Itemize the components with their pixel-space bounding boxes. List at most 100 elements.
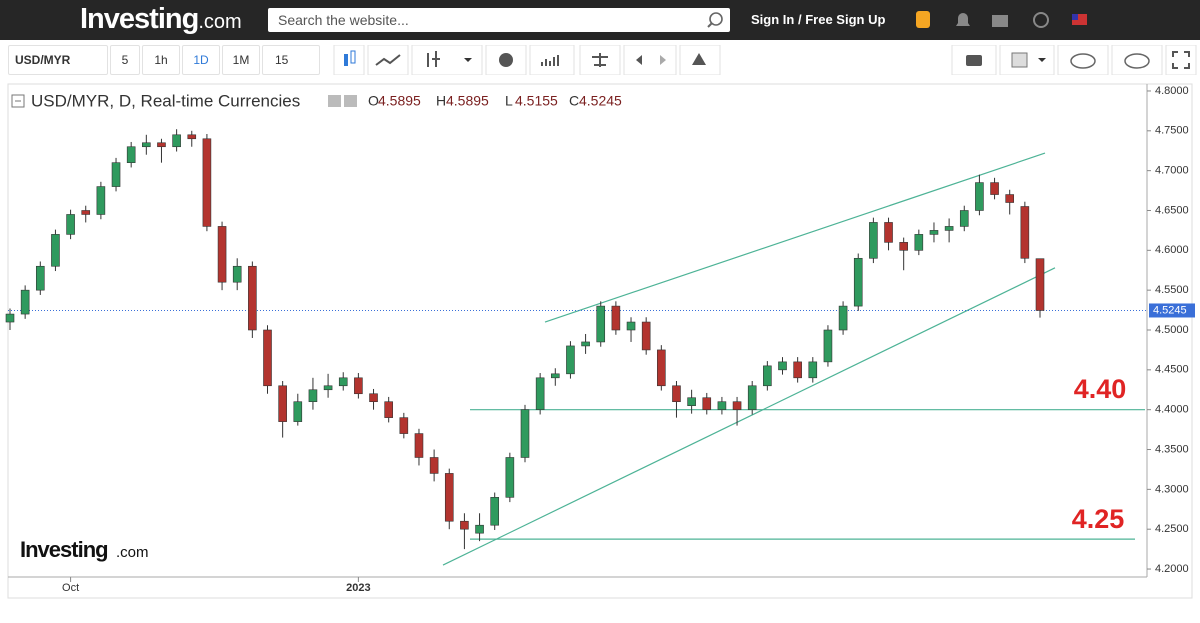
- clock-icon[interactable]: [1033, 12, 1049, 28]
- candle-body: [338, 377, 348, 387]
- candle-body: [581, 341, 590, 347]
- tool-button[interactable]: [1057, 45, 1109, 75]
- candle-body: [308, 389, 318, 403]
- candle-body: [732, 401, 742, 410]
- ohlc-value: 4.5895: [446, 93, 489, 109]
- y-tick-label: 4.2000: [1155, 563, 1189, 575]
- auth-links: Sign In / Free Sign Up: [751, 12, 885, 27]
- toolbar: USD/MYR 5 1h 1D 1M 15: [0, 42, 1200, 78]
- ohlc-key: L: [505, 93, 513, 109]
- y-tick-label: 4.8000: [1155, 85, 1189, 97]
- candle-body: [641, 321, 651, 351]
- candle-body: [217, 226, 227, 283]
- bell-icon[interactable]: [956, 13, 970, 26]
- y-tick-label: 4.6000: [1155, 244, 1189, 256]
- candle-body: [490, 497, 500, 526]
- candle-body: [51, 234, 60, 267]
- y-tick-label: 4.6500: [1155, 204, 1189, 216]
- search-box[interactable]: Search the website...: [268, 8, 730, 32]
- candle-body: [460, 520, 469, 530]
- header-icons: [916, 11, 1087, 28]
- interval-button[interactable]: 1h: [142, 45, 180, 75]
- candle-body: [975, 182, 984, 211]
- candle-body: [81, 210, 91, 215]
- candle-body: [96, 186, 106, 215]
- candle-body: [929, 230, 939, 235]
- logo[interactable]: Investing.com: [80, 3, 242, 36]
- candle-body: [672, 385, 681, 403]
- interval-button[interactable]: 15: [262, 45, 320, 75]
- interval-button[interactable]: 1D: [182, 45, 220, 75]
- sign-up[interactable]: Free Sign Up: [805, 12, 886, 27]
- interval-button[interactable]: 5: [110, 45, 140, 75]
- candle-body: [869, 222, 878, 259]
- candle-body: [157, 142, 166, 148]
- tool-button[interactable]: [333, 45, 365, 75]
- candle-body: [232, 265, 242, 283]
- top-bar: Investing.com Search the website... Sign…: [0, 0, 1200, 40]
- candle-body: [248, 265, 257, 331]
- settings-icon[interactable]: [328, 95, 341, 107]
- candle-body: [884, 222, 893, 243]
- symbol-box[interactable]: USD/MYR: [8, 45, 108, 75]
- candle-body: [914, 234, 924, 251]
- candle-body: [959, 210, 969, 227]
- candle-body: [1005, 194, 1015, 203]
- candle-body: [778, 361, 787, 371]
- candle-body: [626, 321, 636, 331]
- y-tick-label: 4.3000: [1155, 483, 1189, 495]
- candle-body: [202, 138, 212, 227]
- interval-button[interactable]: 1M: [222, 45, 260, 75]
- y-tick-label: 4.3500: [1155, 443, 1189, 455]
- tool-button[interactable]: [623, 45, 677, 75]
- candle-body: [687, 397, 696, 406]
- flag-icon[interactable]: [1072, 14, 1087, 25]
- candle-body: [596, 305, 606, 343]
- candle-body: [142, 142, 151, 148]
- tool-button[interactable]: [1165, 45, 1197, 75]
- candle-body: [278, 385, 287, 422]
- candle-body: [263, 329, 272, 387]
- logo-suffix: .com: [198, 11, 242, 33]
- candle-body: [414, 433, 424, 458]
- level-annotation: 4.40: [1074, 374, 1127, 404]
- ohlc-legend: O 4.5895 H 4.5895 L 4.5155 C 4.5245: [368, 93, 622, 109]
- search-icon: [707, 12, 723, 28]
- settings-icon[interactable]: [344, 95, 357, 107]
- tool-button[interactable]: [529, 45, 575, 75]
- ohlc-value: 4.5895: [378, 93, 421, 109]
- candle-body: [369, 393, 378, 403]
- candle-body: [5, 313, 15, 323]
- candle-body: [35, 265, 45, 291]
- tool-button[interactable]: [1111, 45, 1163, 75]
- candle-body: [444, 473, 454, 522]
- candle-body: [853, 257, 863, 307]
- candle-body: [611, 305, 621, 331]
- trend-line: [442, 267, 1056, 566]
- sign-in[interactable]: Sign In: [751, 12, 795, 27]
- chart-title: USD/MYR, D, Real-time Currencies: [31, 91, 300, 110]
- y-tick-label: 4.7500: [1155, 125, 1189, 137]
- candle-body: [763, 365, 772, 387]
- candle-body: [323, 385, 333, 391]
- y-tick-label: 4.7000: [1155, 165, 1189, 177]
- ohlc-key: O: [368, 93, 379, 109]
- x-tick-label: Oct: [62, 582, 79, 594]
- candle-body: [66, 214, 75, 235]
- ohlc-key: C: [569, 93, 579, 109]
- y-tick-label: 4.5000: [1155, 324, 1189, 336]
- pro-icon[interactable]: [916, 11, 930, 28]
- tool-button[interactable]: [411, 45, 483, 75]
- portfolio-icon[interactable]: [992, 15, 1008, 27]
- tool-button[interactable]: [367, 45, 409, 75]
- trend-line: [544, 152, 1046, 323]
- candle-body: [808, 361, 818, 379]
- candle-body: [944, 226, 954, 231]
- ohlc-value: 4.5155: [515, 93, 558, 109]
- candle-body: [384, 401, 393, 418]
- candle-body: [429, 457, 439, 474]
- candle-body: [399, 417, 409, 434]
- y-tick-label: 4.4000: [1155, 404, 1189, 416]
